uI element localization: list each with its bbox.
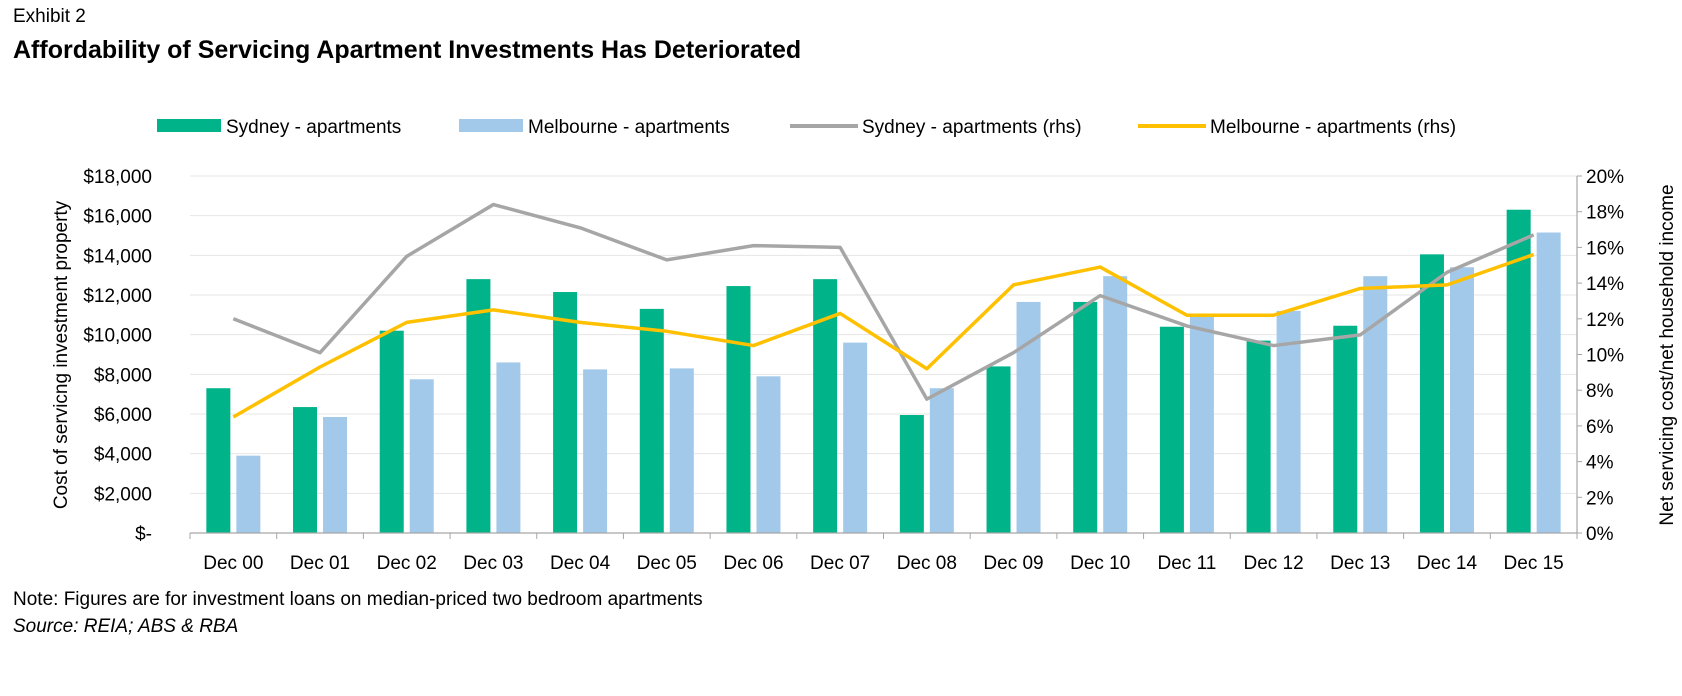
bar-melbourne xyxy=(409,379,434,533)
y2-tick-label: 8% xyxy=(1586,381,1614,402)
x-tick-label: Dec 13 xyxy=(1330,553,1390,574)
bar-sydney xyxy=(293,407,318,533)
bar-melbourne xyxy=(1536,232,1561,533)
bar-melbourne xyxy=(843,342,868,533)
x-tick-label: Dec 10 xyxy=(1070,553,1130,574)
y-tick-label: $6,000 xyxy=(94,405,152,426)
x-tick-label: Dec 11 xyxy=(1158,553,1217,574)
bar-sydney xyxy=(726,286,751,533)
x-tick-label: Dec 07 xyxy=(810,553,870,574)
x-tick-label: Dec 00 xyxy=(203,553,263,574)
y-tick-label: $8,000 xyxy=(94,365,152,386)
y2-tick-label: 12% xyxy=(1586,310,1624,331)
line-sydney-rhs xyxy=(232,202,1535,401)
y-tick-label: $18,000 xyxy=(83,167,152,188)
y-axis-label: Cost of servicng investment property xyxy=(51,200,72,509)
y-tick-label: $16,000 xyxy=(83,207,152,228)
bar-sydney xyxy=(553,292,578,533)
chart-source: Source: REIA; ABS & RBA xyxy=(13,616,239,637)
x-tick-label: Dec 09 xyxy=(983,553,1043,574)
chart: $- $2,000 $4,000 $6,000 $8,000 $10,000 $12,000… xyxy=(51,117,1678,574)
bar-sydney xyxy=(1159,326,1184,533)
y2-tick-label: 6% xyxy=(1586,417,1614,438)
x-tick-label: Dec 04 xyxy=(550,553,611,574)
bar-sydney xyxy=(379,330,404,533)
x-tick-label: Dec 06 xyxy=(723,553,783,574)
chart-note: Note: Figures are for investment loans o… xyxy=(13,589,703,610)
chart-title: Affordability of Servicing Apartment Inv… xyxy=(13,36,802,64)
legend-swatch xyxy=(459,119,523,132)
bar-melbourne xyxy=(236,455,261,533)
bar-melbourne xyxy=(1276,310,1301,533)
y2-tick-label: 0% xyxy=(1586,524,1614,545)
bar-sydney xyxy=(1246,340,1271,533)
y2-tick-label: 20% xyxy=(1586,167,1624,188)
y2-tick-label: 18% xyxy=(1586,203,1624,224)
bar-sydney xyxy=(466,279,491,533)
bar-melbourne xyxy=(496,362,521,533)
x-tick-label: Dec 12 xyxy=(1243,553,1303,574)
bar-melbourne xyxy=(756,376,781,533)
bar-melbourne xyxy=(929,388,954,533)
bar-melbourne xyxy=(1189,314,1214,533)
legend-label: Sydney - apartments (rhs) xyxy=(862,117,1082,138)
y2-tick-label: 14% xyxy=(1586,274,1624,295)
x-tick-label: Dec 05 xyxy=(637,553,697,574)
bar-sydney xyxy=(899,414,924,533)
x-tick-label: Dec 03 xyxy=(463,553,523,574)
legend-label: Melbourne - apartments xyxy=(528,117,730,138)
y-tick-label: $4,000 xyxy=(94,445,152,466)
legend-label: Melbourne - apartments (rhs) xyxy=(1210,117,1456,138)
bar-sydney xyxy=(1419,254,1444,533)
exhibit-label: Exhibit 2 xyxy=(13,6,86,27)
y2-tick-label: 2% xyxy=(1586,488,1614,509)
bar-sydney xyxy=(206,388,231,533)
bar-sydney xyxy=(639,308,664,533)
y2-axis-label: Net servicing cost/net household income xyxy=(1657,184,1678,525)
bar-sydney xyxy=(986,366,1011,533)
y2-tick-label: 4% xyxy=(1586,453,1614,474)
legend-swatch xyxy=(157,119,221,132)
x-tick-label: Dec 14 xyxy=(1417,553,1478,574)
bar-melbourne xyxy=(583,369,608,533)
bar-melbourne xyxy=(1363,276,1388,533)
bar-sydney xyxy=(1333,325,1358,533)
bar-melbourne xyxy=(1016,301,1041,533)
y2-tick-label: 16% xyxy=(1586,238,1624,259)
y2-tick-label: 10% xyxy=(1586,346,1624,367)
x-tick-label: Dec 02 xyxy=(377,553,437,574)
x-tick-label: Dec 08 xyxy=(897,553,957,574)
bar-sydney xyxy=(1073,301,1098,533)
y-tick-label: $2,000 xyxy=(94,484,152,505)
bar-melbourne xyxy=(1449,267,1474,533)
bar-melbourne xyxy=(669,368,694,533)
x-tick-label: Dec 01 xyxy=(290,553,350,574)
line-melbourne-rhs xyxy=(232,252,1535,419)
x-tick-label: Dec 15 xyxy=(1504,553,1564,574)
y-tick-label: $- xyxy=(135,524,152,545)
bar-melbourne xyxy=(1103,276,1128,533)
y-tick-label: $12,000 xyxy=(83,286,152,307)
bar-melbourne xyxy=(323,416,348,533)
y-tick-label: $14,000 xyxy=(83,246,152,267)
y-tick-label: $10,000 xyxy=(83,326,152,347)
legend-label: Sydney - apartments xyxy=(226,117,401,138)
